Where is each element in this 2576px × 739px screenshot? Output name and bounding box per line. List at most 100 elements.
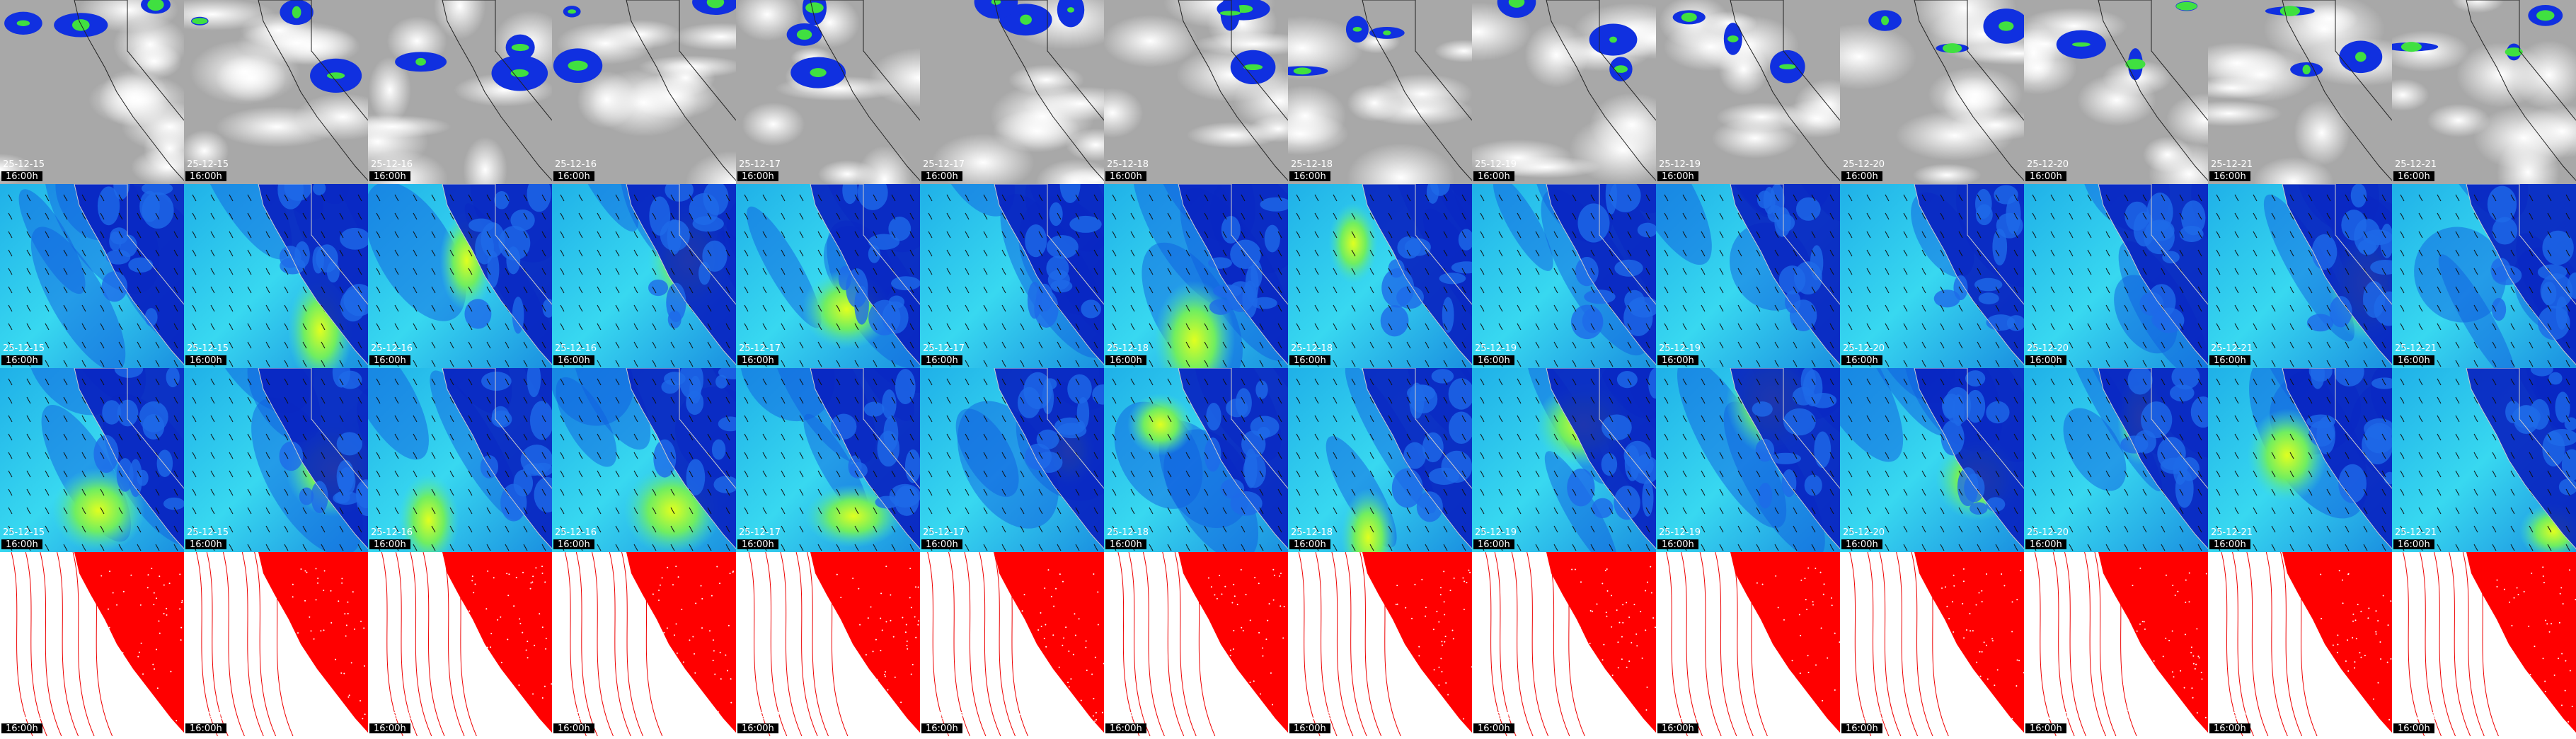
wind-arrow	[965, 286, 970, 294]
wind-arrow	[1461, 544, 1466, 551]
terrain-dot	[708, 630, 711, 632]
wind-arrow	[1719, 378, 1724, 386]
wind-arrow	[578, 507, 583, 515]
wind-arrow	[1314, 488, 1319, 496]
wind-arrow	[2363, 415, 2368, 423]
wind-arrow	[2087, 544, 2092, 551]
wind-arrow	[1866, 378, 1871, 386]
wind-arrow	[81, 268, 86, 275]
terrain-dot	[1463, 718, 1465, 720]
terrain-dot	[1631, 642, 1633, 644]
wind-arrow	[2473, 212, 2478, 220]
terrain-dot	[2168, 639, 2170, 641]
terrain-dot	[345, 635, 347, 637]
wind-arrow	[799, 378, 804, 386]
wind-arrow	[394, 194, 399, 202]
terrain-dot	[1778, 715, 1781, 717]
terrain-dot	[1596, 603, 1598, 605]
wind-arrow	[1388, 286, 1393, 294]
border	[258, 184, 368, 365]
wind-arrow	[725, 268, 730, 275]
wind-arrow	[302, 360, 307, 367]
land-patch	[166, 368, 180, 388]
terrain-dot	[112, 592, 114, 594]
terrain-dot	[506, 573, 508, 575]
land-patch	[1794, 261, 1822, 294]
wind-arrow	[210, 507, 215, 515]
wind-arrow	[173, 286, 178, 294]
wind-arrow	[817, 341, 822, 349]
wind-arrow	[1406, 360, 1411, 367]
wind-arrow	[597, 452, 602, 459]
wind-arrow	[192, 525, 197, 533]
cloud	[2427, 103, 2490, 137]
cloud	[577, 71, 637, 129]
wind-arrow	[578, 286, 583, 294]
land-patch	[527, 184, 551, 212]
wind-arrow	[560, 525, 565, 533]
wind-arrow	[2161, 212, 2166, 220]
terrain-dot	[1621, 699, 1623, 701]
wind-arrow	[1406, 433, 1411, 441]
wind-arrow	[1498, 378, 1503, 386]
wind-arrow	[394, 452, 399, 459]
terrain-dot	[529, 588, 531, 590]
wind-arrow	[1296, 396, 1301, 404]
terrain-dot	[1394, 680, 1396, 682]
wind-arrow	[137, 452, 142, 459]
terrain-dot	[297, 684, 299, 687]
wind-arrow	[1940, 360, 1945, 367]
wind-arrow	[725, 323, 730, 331]
terrain-dot	[730, 701, 732, 704]
wind-arrow	[689, 544, 694, 551]
wind-arrow	[1664, 452, 1669, 459]
wind-arrow	[2418, 507, 2423, 515]
wind-arrow	[1461, 433, 1466, 441]
terrain-dot	[1451, 629, 1454, 631]
wind-arrow	[1719, 525, 1724, 533]
wind-arrow	[2345, 433, 2350, 441]
wind-arrow	[1664, 396, 1669, 404]
land-patch	[1965, 370, 1986, 387]
terrain-dot	[535, 567, 537, 569]
terrain-dot	[1471, 666, 1472, 668]
wind-arrow	[2216, 286, 2221, 294]
wind-arrow	[1719, 194, 1724, 202]
terrain-dot	[2341, 579, 2343, 581]
wind-arrow	[155, 507, 160, 515]
wind-arrow	[1627, 249, 1632, 257]
wind-arrow	[1333, 323, 1338, 331]
wind-arrow	[744, 341, 749, 349]
wind-arrow	[615, 507, 620, 515]
wind-arrow	[1737, 212, 1742, 220]
time-box	[1, 539, 42, 549]
terrain-dot	[345, 624, 347, 626]
wind-arrow	[1001, 396, 1006, 404]
terrain-dot	[1214, 594, 1216, 596]
wind-arrow	[284, 470, 289, 478]
terrain-dot	[1425, 615, 1427, 617]
terrain-dot	[1981, 600, 1983, 602]
wind-arrow	[1793, 360, 1798, 367]
terrain-dot	[1621, 636, 1623, 638]
wind-arrow	[1921, 415, 1926, 423]
wind-arrow	[2345, 415, 2350, 423]
terrain-dot	[1253, 694, 1255, 697]
wind-arrow	[2013, 488, 2018, 496]
wind-arrow	[965, 194, 970, 202]
wind-arrow	[1701, 396, 1706, 404]
wind-arrow	[247, 488, 252, 496]
wind-arrow	[2087, 488, 2092, 496]
wind-arrow	[1461, 415, 1466, 423]
wind-arrow	[2326, 304, 2331, 312]
wind-arrow	[1885, 544, 1890, 551]
wind-arrow	[1351, 415, 1356, 423]
wind-arrow	[339, 212, 344, 220]
land-patch	[1043, 378, 1057, 390]
terrain-dot	[2310, 656, 2312, 658]
wind-arrow	[2363, 231, 2368, 239]
wind-arrow	[1461, 286, 1466, 294]
wind-arrow	[652, 231, 657, 239]
wind-arrow	[1498, 249, 1503, 257]
terrain-dot	[1242, 630, 1244, 632]
